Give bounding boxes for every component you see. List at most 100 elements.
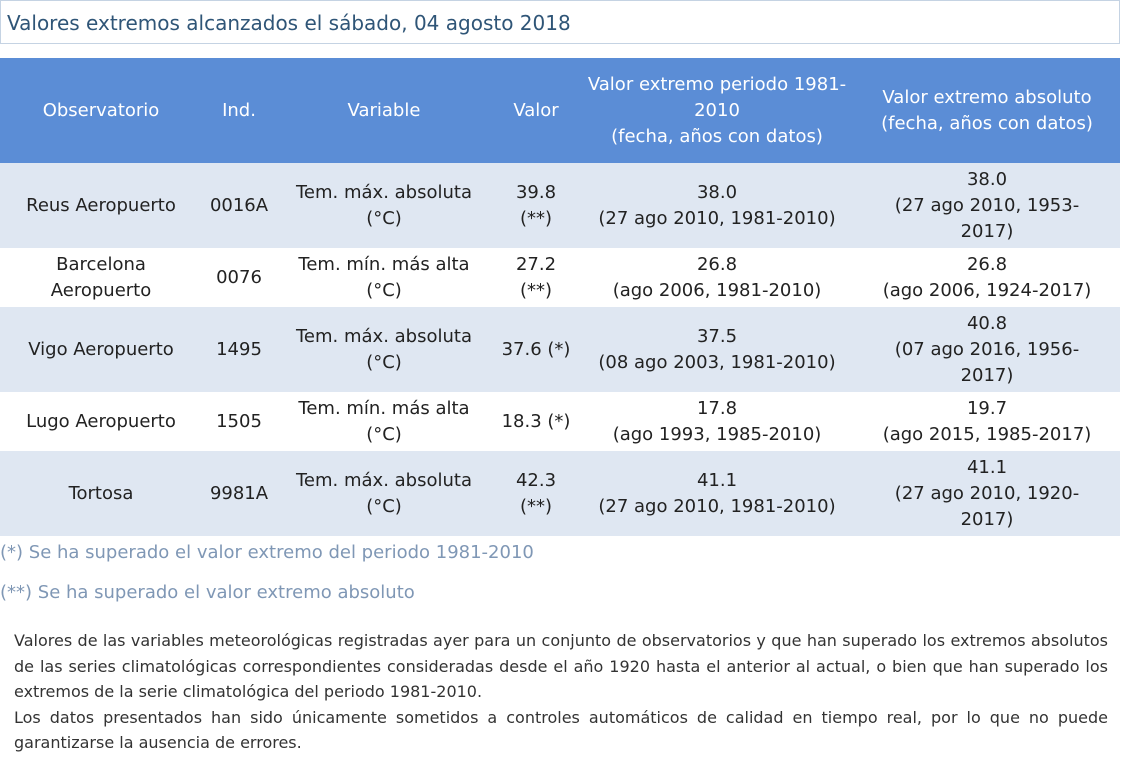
cell-station: Tortosa bbox=[0, 451, 202, 536]
col-header-extreme-absolute-line: (fecha, años con datos) bbox=[881, 112, 1093, 134]
cell-extreme-absolute-line: 38.0 bbox=[966, 168, 1008, 190]
cell-value: 37.6 (*) bbox=[492, 307, 580, 392]
cell-value-line: (**) bbox=[519, 207, 553, 229]
cell-variable-line: Tem. máx. absoluta bbox=[296, 325, 472, 347]
cell-station: Lugo Aeropuerto bbox=[0, 392, 202, 451]
cell-extreme-absolute-line: 26.8 bbox=[966, 253, 1008, 275]
cell-station: Vigo Aeropuerto bbox=[0, 307, 202, 392]
cell-value-line: 37.6 (*) bbox=[501, 338, 571, 360]
cell-extreme-period-line: (27 ago 2010, 1981-2010) bbox=[598, 207, 836, 229]
cell-variable-line: Tem. máx. absoluta bbox=[296, 469, 472, 491]
cell-extreme-period-line: 41.1 bbox=[696, 469, 738, 491]
cell-extreme-absolute-line: (07 ago 2016, 1956- bbox=[894, 338, 1080, 360]
cell-extreme-period: 38.0 (27 ago 2010, 1981-2010) bbox=[580, 163, 854, 248]
cell-extreme-absolute-line: 19.7 bbox=[966, 397, 1008, 419]
col-header-index: Ind. bbox=[202, 58, 276, 163]
cell-extreme-period: 41.1 (27 ago 2010, 1981-2010) bbox=[580, 451, 854, 536]
cell-extreme-absolute-line: (27 ago 2010, 1920- bbox=[894, 482, 1080, 504]
cell-station: Reus Aeropuerto bbox=[0, 163, 202, 248]
cell-extreme-absolute: 41.1 (27 ago 2010, 1920- 2017) bbox=[854, 451, 1120, 536]
cell-extreme-period-line: 37.5 bbox=[696, 325, 738, 347]
cell-extreme-period-line: 17.8 bbox=[696, 397, 738, 419]
col-header-extreme-period: Valor extremo periodo 1981- 2010 (fecha,… bbox=[580, 58, 854, 163]
table-row: Tortosa 9981A Tem. máx. absoluta (°C) 42.3 (*… bbox=[0, 451, 1120, 536]
cell-extreme-period-line: 38.0 bbox=[696, 181, 738, 203]
col-header-extreme-absolute-line: Valor extremo absoluto bbox=[882, 86, 1092, 108]
cell-value: 18.3 (*) bbox=[492, 392, 580, 451]
footnote-single-asterisk: (*) Se ha superado el valor extremo del … bbox=[0, 542, 534, 563]
cell-variable-line: (°C) bbox=[366, 351, 402, 373]
cell-extreme-period: 17.8 (ago 1993, 1985-2010) bbox=[580, 392, 854, 451]
cell-index: 1505 bbox=[202, 392, 276, 451]
cell-index: 9981A bbox=[202, 451, 276, 536]
cell-station-line: Lugo Aeropuerto bbox=[26, 410, 176, 432]
cell-extreme-absolute-line: 41.1 bbox=[966, 456, 1008, 478]
cell-extreme-absolute-line: 2017) bbox=[960, 220, 1014, 242]
col-header-index-label: Ind. bbox=[222, 99, 256, 121]
cell-extreme-period-line: (08 ago 2003, 1981-2010) bbox=[598, 351, 836, 373]
cell-value-line: 27.2 bbox=[515, 253, 557, 275]
cell-extreme-period-line: 26.8 bbox=[696, 253, 738, 275]
col-header-extreme-period-line: Valor extremo periodo 1981- bbox=[587, 73, 847, 95]
cell-station-line: Vigo Aeropuerto bbox=[28, 338, 174, 360]
table-header: Observatorio Ind. Variable Valor Valor e… bbox=[0, 58, 1120, 163]
cell-variable-line: Tem. máx. absoluta bbox=[296, 181, 472, 203]
col-header-value: Valor bbox=[492, 58, 580, 163]
cell-variable-line: (°C) bbox=[366, 279, 402, 301]
cell-extreme-period: 26.8 (ago 2006, 1981-2010) bbox=[580, 248, 854, 307]
cell-extreme-period-line: (27 ago 2010, 1981-2010) bbox=[598, 495, 836, 517]
cell-station-line: Aeropuerto bbox=[50, 279, 152, 301]
cell-extreme-period-line: (ago 1993, 1985-2010) bbox=[612, 423, 822, 445]
col-header-station: Observatorio bbox=[0, 58, 202, 163]
cell-variable: Tem. mín. más alta (°C) bbox=[276, 392, 492, 451]
col-header-extreme-period-line: 2010 bbox=[694, 99, 740, 121]
cell-variable: Tem. mín. más alta (°C) bbox=[276, 248, 492, 307]
cell-extreme-absolute: 26.8 (ago 2006, 1924-2017) bbox=[854, 248, 1120, 307]
cell-extreme-period-line: (ago 2006, 1981-2010) bbox=[612, 279, 822, 301]
cell-variable: Tem. máx. absoluta (°C) bbox=[276, 307, 492, 392]
cell-value-line: 18.3 (*) bbox=[501, 410, 571, 432]
cell-variable-line: Tem. mín. más alta bbox=[298, 253, 470, 275]
cell-value-line: 39.8 bbox=[515, 181, 557, 203]
cell-index: 0076 bbox=[202, 248, 276, 307]
cell-variable: Tem. máx. absoluta (°C) bbox=[276, 163, 492, 248]
description-paragraph: Los datos presentados han sido únicament… bbox=[14, 707, 1108, 753]
table-header-row: Observatorio Ind. Variable Valor Valor e… bbox=[0, 58, 1120, 163]
col-header-extreme-absolute: Valor extremo absoluto (fecha, años con … bbox=[854, 58, 1120, 163]
cell-station: Barcelona Aeropuerto bbox=[0, 248, 202, 307]
footnote-double-asterisk: (**) Se ha superado el valor extremo abs… bbox=[0, 582, 415, 603]
cell-extreme-absolute: 40.8 (07 ago 2016, 1956- 2017) bbox=[854, 307, 1120, 392]
cell-extreme-absolute-line: (27 ago 2010, 1953- bbox=[894, 194, 1080, 216]
cell-station-line: Reus Aeropuerto bbox=[26, 194, 176, 216]
cell-station-line: Barcelona bbox=[56, 253, 146, 275]
cell-extreme-absolute-line: 2017) bbox=[960, 508, 1014, 530]
cell-variable-line: (°C) bbox=[366, 207, 402, 229]
col-header-variable: Variable bbox=[276, 58, 492, 163]
cell-extreme-absolute-line: (ago 2015, 1985-2017) bbox=[882, 423, 1092, 445]
cell-index-text: 1505 bbox=[216, 410, 262, 432]
cell-value: 42.3 (**) bbox=[492, 451, 580, 536]
page-title: Valores extremos alcanzados el sábado, 0… bbox=[7, 11, 571, 35]
cell-extreme-absolute-line: 40.8 bbox=[966, 312, 1008, 334]
cell-index: 0016A bbox=[202, 163, 276, 248]
col-header-station-label: Observatorio bbox=[42, 99, 160, 121]
col-header-variable-label: Variable bbox=[347, 99, 421, 121]
cell-variable: Tem. máx. absoluta (°C) bbox=[276, 451, 492, 536]
cell-value-line: (**) bbox=[519, 279, 553, 301]
description-paragraph: Valores de las variables meteorológicas … bbox=[14, 631, 1108, 701]
cell-extreme-absolute: 19.7 (ago 2015, 1985-2017) bbox=[854, 392, 1120, 451]
cell-variable-line: (°C) bbox=[366, 423, 402, 445]
title-bar: Valores extremos alcanzados el sábado, 0… bbox=[0, 0, 1120, 44]
cell-index-text: 9981A bbox=[209, 482, 269, 504]
col-header-extreme-period-line: (fecha, años con datos) bbox=[611, 125, 823, 147]
cell-value: 27.2 (**) bbox=[492, 248, 580, 307]
extremes-table: Observatorio Ind. Variable Valor Valor e… bbox=[0, 58, 1120, 536]
cell-index-text: 1495 bbox=[216, 338, 262, 360]
cell-extreme-period: 37.5 (08 ago 2003, 1981-2010) bbox=[580, 307, 854, 392]
cell-station-line: Tortosa bbox=[68, 482, 134, 504]
cell-index-text: 0016A bbox=[209, 194, 269, 216]
cell-extreme-absolute: 38.0 (27 ago 2010, 1953- 2017) bbox=[854, 163, 1120, 248]
cell-extreme-absolute-line: 2017) bbox=[960, 364, 1014, 386]
cell-index-text: 0076 bbox=[216, 266, 262, 288]
cell-index: 1495 bbox=[202, 307, 276, 392]
